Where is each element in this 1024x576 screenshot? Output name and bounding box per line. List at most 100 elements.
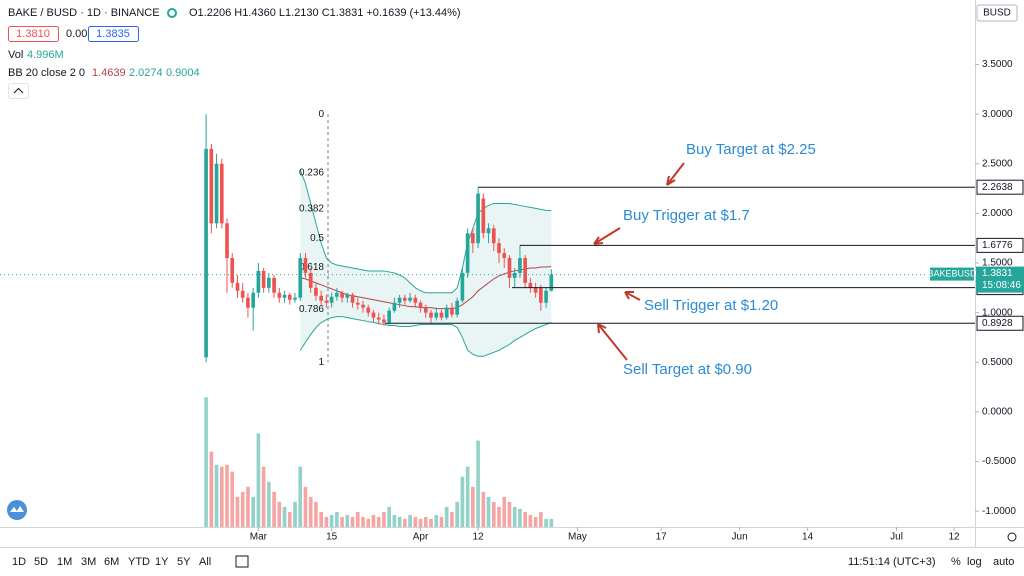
- volume-bar: [502, 496, 507, 527]
- annotation: Sell Trigger at $1.20: [644, 297, 778, 314]
- ask-box[interactable]: [88, 26, 139, 42]
- candle-body: [392, 302, 397, 311]
- volume-bar: [371, 515, 376, 527]
- x-tick-label: 12: [949, 532, 961, 543]
- collapse-button[interactable]: [8, 83, 29, 99]
- candle-body: [434, 312, 439, 318]
- volume-bar: [392, 515, 397, 527]
- fib-label: 0.618: [299, 262, 324, 273]
- volume-bar: [471, 486, 475, 527]
- y-tick-label: 2.5000: [982, 158, 1013, 169]
- volume-bar: [287, 511, 292, 527]
- volume-bar: [518, 508, 522, 527]
- candle-body: [282, 294, 287, 298]
- auto-toggle[interactable]: auto: [993, 556, 1014, 568]
- candle-body: [423, 307, 428, 313]
- candle-body: [460, 272, 465, 301]
- candle-body: [382, 319, 386, 323]
- date-range-icon[interactable]: [235, 555, 249, 568]
- range-button[interactable]: 1Y: [155, 556, 169, 568]
- candle-body: [240, 290, 245, 298]
- logo[interactable]: [7, 500, 27, 520]
- annotation: Sell Target at $0.90: [623, 361, 752, 378]
- candle-body: [523, 258, 527, 283]
- range-button[interactable]: 5Y: [177, 556, 191, 568]
- candle-body: [287, 294, 292, 300]
- percent-toggle[interactable]: %: [951, 556, 961, 568]
- range-button[interactable]: 3M: [81, 556, 96, 568]
- volume-bar: [512, 506, 517, 527]
- candle-body: [303, 258, 308, 273]
- candle-body: [397, 297, 402, 303]
- volume-bar: [507, 501, 512, 527]
- arrow: [666, 162, 685, 186]
- level-box: [976, 179, 1024, 195]
- bid[interactable]: 1.3810: [16, 28, 50, 40]
- volume-bar: [355, 511, 360, 527]
- candle-body: [261, 270, 266, 288]
- x-tick-label: Mar: [250, 532, 268, 543]
- range-button[interactable]: 1D: [12, 556, 26, 568]
- volume-bar: [460, 476, 465, 527]
- y-tick-label: 3.0000: [982, 109, 1013, 120]
- volume-bar: [539, 511, 543, 527]
- fib-label: 0.786: [299, 304, 324, 315]
- candle-body: [486, 228, 491, 234]
- range-button[interactable]: 6M: [104, 556, 119, 568]
- log-toggle[interactable]: log: [967, 556, 982, 568]
- clock: 11:51:14 (UTC+3): [848, 556, 936, 568]
- range-button[interactable]: YTD: [128, 556, 150, 568]
- range-button[interactable]: All: [199, 556, 211, 568]
- bb-upper: 2.0274: [129, 67, 163, 79]
- candle-body: [376, 317, 381, 320]
- candle-body: [230, 258, 235, 283]
- candle-body: [444, 307, 449, 318]
- candle-body: [293, 297, 297, 300]
- bid-box[interactable]: [8, 26, 59, 42]
- level-box: [976, 237, 1024, 253]
- candle-body: [455, 300, 459, 315]
- volume-bar: [533, 516, 538, 527]
- candle-body: [246, 297, 250, 308]
- volume-bar: [403, 518, 407, 527]
- candle-body: [335, 292, 339, 297]
- volume-bar: [423, 516, 428, 527]
- candle-body: [350, 294, 355, 303]
- candle-body: [476, 193, 480, 244]
- y-tick-label: 1.0000: [982, 307, 1013, 318]
- volume-bar: [256, 433, 261, 527]
- volume-bar: [329, 515, 334, 527]
- symbol: BAKE / BUSD · 1D · BINANCE: [8, 7, 160, 19]
- volume-bar: [230, 471, 235, 527]
- candle-body: [465, 233, 470, 273]
- range-button[interactable]: 5D: [34, 556, 48, 568]
- logo-mark: [10, 506, 24, 512]
- volume-bar: [214, 464, 219, 527]
- volume-bar: [382, 511, 386, 527]
- candle-body: [219, 163, 224, 224]
- candle-body: [324, 300, 329, 303]
- volume-bar: [497, 506, 501, 527]
- candle-body: [507, 258, 512, 278]
- bb-lower: 0.9004: [166, 67, 200, 79]
- volume-bar: [429, 518, 433, 527]
- y-tick-label: 3.5000: [982, 59, 1013, 70]
- volume-bar: [544, 518, 548, 527]
- candle-body: [497, 243, 501, 254]
- volume-bar: [523, 511, 527, 527]
- band-fill: [300, 169, 552, 357]
- level-label: 2.2638: [982, 182, 1013, 193]
- candle-body: [512, 272, 517, 278]
- ask[interactable]: 1.3835: [96, 28, 130, 40]
- annotation: Buy Target at $2.25: [686, 141, 816, 158]
- volume-bar: [439, 516, 444, 527]
- volume-bar: [308, 496, 313, 527]
- candle-body: [298, 258, 303, 298]
- volume-bar: [481, 491, 486, 527]
- volume-bar: [335, 511, 339, 527]
- candle-body: [450, 307, 454, 315]
- range-button[interactable]: 1M: [57, 556, 72, 568]
- volume-bar: [413, 516, 418, 527]
- settings-icon[interactable]: [1007, 532, 1017, 542]
